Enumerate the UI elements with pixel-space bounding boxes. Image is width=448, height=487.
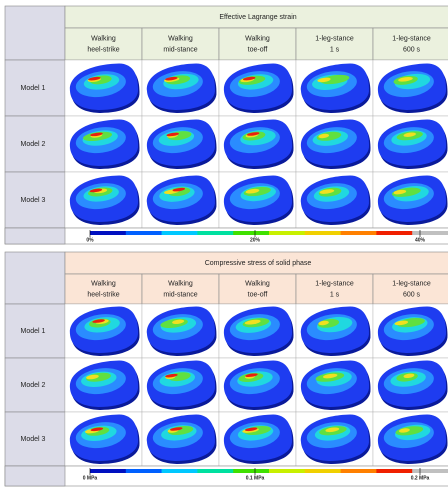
colorbar-segment: [341, 469, 377, 473]
colorbar-segment: [197, 469, 233, 473]
column-header: Walking: [245, 280, 270, 287]
colorbar-row: [5, 228, 448, 244]
colorbar-segment: [90, 231, 126, 235]
corner-cell: [5, 252, 65, 304]
colorbar-segment: [162, 231, 198, 235]
column-header: Walking: [91, 280, 116, 287]
colorbar-segment: [269, 231, 305, 235]
column-header: heel-strike: [87, 46, 119, 53]
figure: Effective Lagrange strain Walking heel-str…: [0, 0, 448, 487]
panel: Effective Lagrange strain Walking heel-str…: [5, 6, 448, 244]
column-header: 1-leg-stance: [392, 280, 431, 287]
column-header: 1-leg-stance: [392, 35, 431, 42]
column-header: toe-off: [248, 291, 268, 298]
colorbar-segment: [126, 469, 162, 473]
column-header-cell: [65, 28, 142, 60]
column-header: 1 s: [330, 291, 340, 298]
colorbar-label-cell: [5, 466, 65, 486]
colorbar-segment: [412, 469, 448, 473]
colorbar-segment: [341, 231, 377, 235]
column-header: mid-stance: [163, 291, 197, 298]
colorbar-label: 0%: [86, 237, 94, 243]
column-header-cell: [296, 274, 373, 304]
colorbar-segment: [376, 231, 412, 235]
colorbar-segment: [197, 231, 233, 235]
column-header: 600 s: [403, 46, 421, 53]
panel-title: Effective Lagrange strain: [219, 14, 296, 21]
column-header-cell: [142, 28, 219, 60]
colorbar-label-cell: [5, 228, 65, 244]
row-label: Model 2: [21, 382, 46, 389]
colorbar-segment: [269, 469, 305, 473]
colorbar-label: 20%: [250, 237, 261, 243]
column-header-cell: [373, 28, 448, 60]
colorbar-segment: [305, 469, 341, 473]
column-header: 1 s: [330, 46, 340, 53]
colorbar-segment: [305, 231, 341, 235]
column-header: Walking: [168, 35, 193, 42]
colorbar-segment: [233, 231, 269, 235]
colorbar-label: 40%: [415, 237, 426, 243]
column-header: 1-leg-stance: [315, 35, 354, 42]
colorbar-segment: [233, 469, 269, 473]
colorbar-segment: [376, 469, 412, 473]
colorbar-segment: [126, 231, 162, 235]
colorbar-segment: [162, 469, 198, 473]
corner-cell: [5, 6, 65, 60]
colorbar-segment: [412, 231, 448, 235]
panel-title: Compressive stress of solid phase: [205, 260, 312, 267]
column-header-cell: [65, 274, 142, 304]
row-label: Model 1: [21, 328, 46, 335]
column-header-cell: [219, 28, 296, 60]
column-header: mid-stance: [163, 46, 197, 53]
row-label: Model 3: [21, 436, 46, 443]
column-header-cell: [373, 274, 448, 304]
column-header-cell: [296, 28, 373, 60]
row-label: Model 1: [21, 85, 46, 92]
column-header: toe-off: [248, 46, 268, 53]
column-header: Walking: [245, 35, 270, 42]
column-header-cell: [142, 274, 219, 304]
column-header: 1-leg-stance: [315, 280, 354, 287]
row-label: Model 3: [21, 197, 46, 204]
column-header-cell: [219, 274, 296, 304]
colorbar-segment: [90, 469, 126, 473]
panel: Compressive stress of solid phase Walking…: [5, 252, 448, 486]
column-header: Walking: [91, 35, 116, 42]
column-header: heel-strike: [87, 291, 119, 298]
column-header: 600 s: [403, 291, 421, 298]
column-header: Walking: [168, 280, 193, 287]
colorbar-label: 0 MPa: [83, 475, 98, 481]
colorbar-label: 0.2 MPa: [411, 475, 430, 481]
colorbar-label: 0.1 MPa: [246, 475, 265, 481]
row-label: Model 2: [21, 141, 46, 148]
